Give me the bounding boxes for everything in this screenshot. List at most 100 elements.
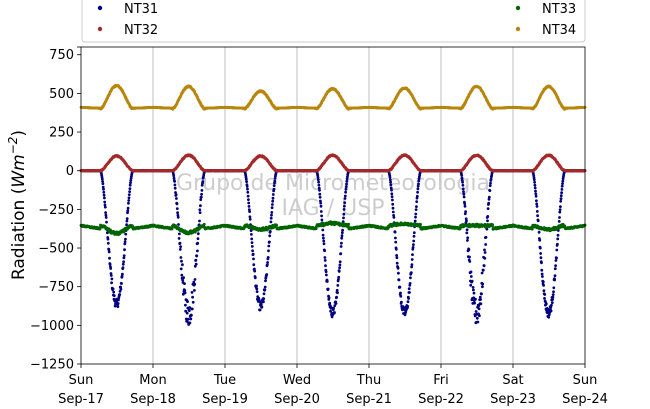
point-nt31 [262,292,266,296]
point-nt31 [343,194,347,198]
point-nt31 [555,248,559,252]
point-nt31 [178,248,182,251]
point-nt31 [125,217,129,221]
point-nt31 [339,245,343,248]
point-nt31 [406,300,410,304]
point-nt31 [265,263,269,267]
point-nt31 [533,186,537,190]
point-nt31 [255,290,259,293]
point-nt31 [332,306,335,310]
point-nt31 [532,178,536,182]
point-nt31 [264,279,267,283]
point-nt31 [408,291,411,294]
point-nt31 [542,284,545,287]
point-nt31 [109,267,113,270]
point-nt31 [267,244,271,248]
point-nt31 [253,269,257,273]
point-nt31 [481,282,485,286]
point-nt31 [322,242,326,246]
series-nt33 [79,220,587,237]
point-nt31 [316,178,320,182]
point-nt31 [184,309,188,313]
watermark: Grupo de Micrometeorologia IAG / USP [176,171,490,221]
point-nt31 [173,180,177,183]
point-nt31 [173,186,177,190]
point-nt31 [552,290,555,294]
point-nt31 [464,210,467,214]
point-nt31 [192,280,196,284]
point-nt31 [490,173,494,177]
point-nt31 [267,249,270,253]
point-nt31 [483,256,487,260]
point-nt31 [409,271,413,275]
point-nt31 [318,192,322,196]
point-nt31 [271,203,274,206]
point-nt31 [465,228,469,232]
point-nt31 [324,264,327,268]
point-nt31 [173,183,177,187]
point-nt31 [122,256,126,260]
point-nt31 [391,202,395,206]
point-nt31 [271,193,275,196]
point-nt31 [191,295,195,299]
point-nt31 [474,297,477,301]
point-nt31 [337,278,340,281]
point-nt31 [346,175,349,179]
point-nt31 [103,203,107,207]
point-nt31 [193,264,197,268]
point-nt31 [263,285,267,289]
point-nt31 [559,199,563,203]
point-nt31 [268,240,271,244]
point-nt31 [102,193,106,197]
point-nt31 [175,197,178,200]
point-nt31 [391,198,394,202]
point-nt31 [549,309,553,313]
point-nt31 [407,287,411,291]
point-nt31 [410,263,414,267]
point-nt31 [333,311,336,314]
point-nt31 [556,242,559,246]
point-nt31 [103,196,106,200]
point-nt31 [489,181,492,185]
point-nt31 [390,192,394,196]
point-nt31 [389,180,392,184]
point-nt31 [106,231,109,235]
point-nt31 [334,302,338,305]
point-nt31 [561,179,565,183]
point-nt31 [538,238,542,242]
point-nt31 [318,188,321,192]
point-nt31 [410,258,414,261]
point-nt31 [198,211,202,215]
point-nt31 [415,194,419,198]
point-nt31 [199,195,203,199]
point-nt31 [128,187,132,191]
point-nt31 [486,219,489,223]
point-nt31 [101,185,105,189]
point-nt31 [268,230,272,233]
point-nt31 [547,313,551,317]
data-points [79,84,587,326]
point-nt31 [271,196,275,200]
point-nt31 [544,302,548,306]
point-nt31 [473,301,476,305]
point-nt31 [540,272,544,276]
point-nt31 [266,256,270,259]
point-nt31 [561,182,564,186]
point-nt31 [175,202,179,206]
point-nt31 [200,192,204,196]
point-nt31 [470,279,474,283]
point-nt31 [323,256,327,259]
point-nt31 [180,259,183,263]
point-nt31 [122,260,125,264]
point-nt31 [321,233,325,237]
point-nt31 [250,237,254,241]
point-nt31 [484,235,488,239]
point-nt31 [198,219,201,223]
point-nt31 [342,208,346,211]
point-nt31 [319,204,323,208]
point-nt31 [466,239,469,242]
point-nt31 [397,271,400,275]
point-nt31 [185,311,189,315]
point-nt31 [246,194,250,198]
point-nt31 [335,295,338,299]
